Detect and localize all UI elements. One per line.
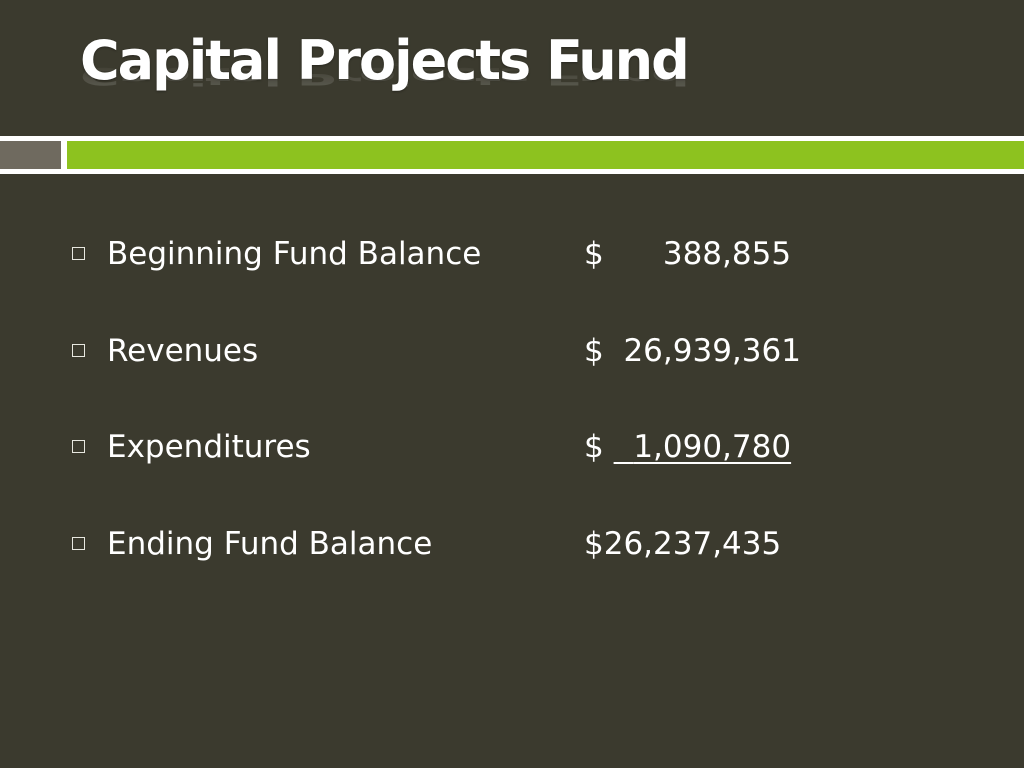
list-item-revenues: Revenues $ 26,939,361 [70,327,870,375]
list-item-ending-fund-balance: Ending Fund Balance $26,237,435 [70,520,870,568]
divider-gray-block [0,141,61,169]
currency-symbol: $ [584,236,604,272]
item-amount: $26,237,435 [584,520,781,568]
amount-value: 388,855 [662,236,792,272]
item-amount: $ 26,939,361 [584,327,801,375]
amount-value: 26,237,435 [603,526,782,562]
item-label: Expenditures [107,429,311,465]
divider-green-bar [67,141,1024,169]
amount-value: 1,090,780 [633,429,792,465]
item-amount: $ 1,090,780 [584,423,791,471]
square-bullet-icon [72,344,85,357]
underlined-amount: 1,090,780 [614,429,792,465]
item-label: Revenues [107,333,259,369]
item-amount: $ 388,855 [584,230,791,278]
currency-symbol: $ [584,429,604,465]
item-label: Ending Fund Balance [107,526,433,562]
list-item-expenditures: Expenditures $ 1,090,780 [70,423,870,471]
square-bullet-icon [72,247,85,260]
currency-symbol: $ [584,333,604,369]
square-bullet-icon [72,440,85,453]
item-label: Beginning Fund Balance [107,236,482,272]
amount-value: 26,939,361 [623,333,801,369]
list-item-beginning-fund-balance: Beginning Fund Balance $ 388,855 [70,230,870,278]
square-bullet-icon [72,537,85,550]
currency-symbol: $ [584,526,604,562]
slide-title: Capital Projects Fund [80,29,690,92]
